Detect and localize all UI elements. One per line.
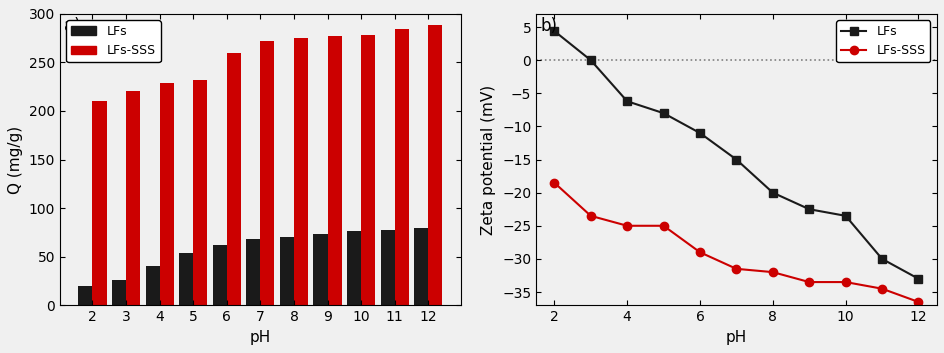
- Bar: [346, 232, 361, 305]
- Bar: [160, 83, 174, 305]
- Legend: LFs, LFs-SSS: LFs, LFs-SSS: [66, 20, 160, 62]
- LFs: [802, 207, 814, 211]
- LFs-SSS: [657, 224, 668, 228]
- Legend: LFs, LFs-SSS: LFs, LFs-SSS: [835, 20, 930, 62]
- LFs: [584, 58, 596, 62]
- Bar: [313, 234, 328, 305]
- Bar: [179, 253, 193, 305]
- Line: LFs-SSS: LFs-SSS: [549, 179, 921, 306]
- LFs: [875, 257, 886, 261]
- LFs: [912, 277, 923, 281]
- Y-axis label: Q (mg/g): Q (mg/g): [8, 125, 24, 193]
- Bar: [380, 231, 395, 305]
- LFs-SSS: [694, 250, 705, 255]
- LFs-SSS: [912, 300, 923, 304]
- Text: b): b): [540, 17, 557, 35]
- Bar: [93, 101, 107, 305]
- LFs: [730, 157, 741, 162]
- LFs: [767, 191, 778, 195]
- X-axis label: pH: pH: [725, 330, 747, 345]
- Text: a): a): [64, 17, 80, 35]
- LFs-SSS: [730, 267, 741, 271]
- Bar: [428, 25, 442, 305]
- Bar: [328, 36, 342, 305]
- Bar: [361, 35, 375, 305]
- Bar: [227, 53, 241, 305]
- Bar: [294, 38, 308, 305]
- Bar: [111, 280, 126, 305]
- LFs-SSS: [875, 287, 886, 291]
- LFs-SSS: [767, 270, 778, 274]
- LFs-SSS: [584, 214, 596, 218]
- Bar: [246, 239, 261, 305]
- Bar: [413, 228, 428, 305]
- X-axis label: pH: pH: [249, 330, 271, 345]
- LFs-SSS: [839, 280, 851, 284]
- Bar: [78, 286, 93, 305]
- LFs-SSS: [802, 280, 814, 284]
- LFs: [621, 99, 632, 103]
- Bar: [193, 80, 207, 305]
- LFs: [839, 214, 851, 218]
- Bar: [279, 237, 294, 305]
- Y-axis label: Zeta potential (mV): Zeta potential (mV): [481, 84, 496, 235]
- Bar: [212, 245, 227, 305]
- LFs: [548, 29, 560, 33]
- Bar: [395, 29, 409, 305]
- LFs-SSS: [548, 181, 560, 185]
- Bar: [261, 41, 274, 305]
- Bar: [126, 91, 140, 305]
- LFs-SSS: [621, 224, 632, 228]
- Bar: [145, 267, 160, 305]
- LFs: [657, 111, 668, 115]
- Line: LFs: LFs: [549, 27, 921, 283]
- LFs: [694, 131, 705, 135]
